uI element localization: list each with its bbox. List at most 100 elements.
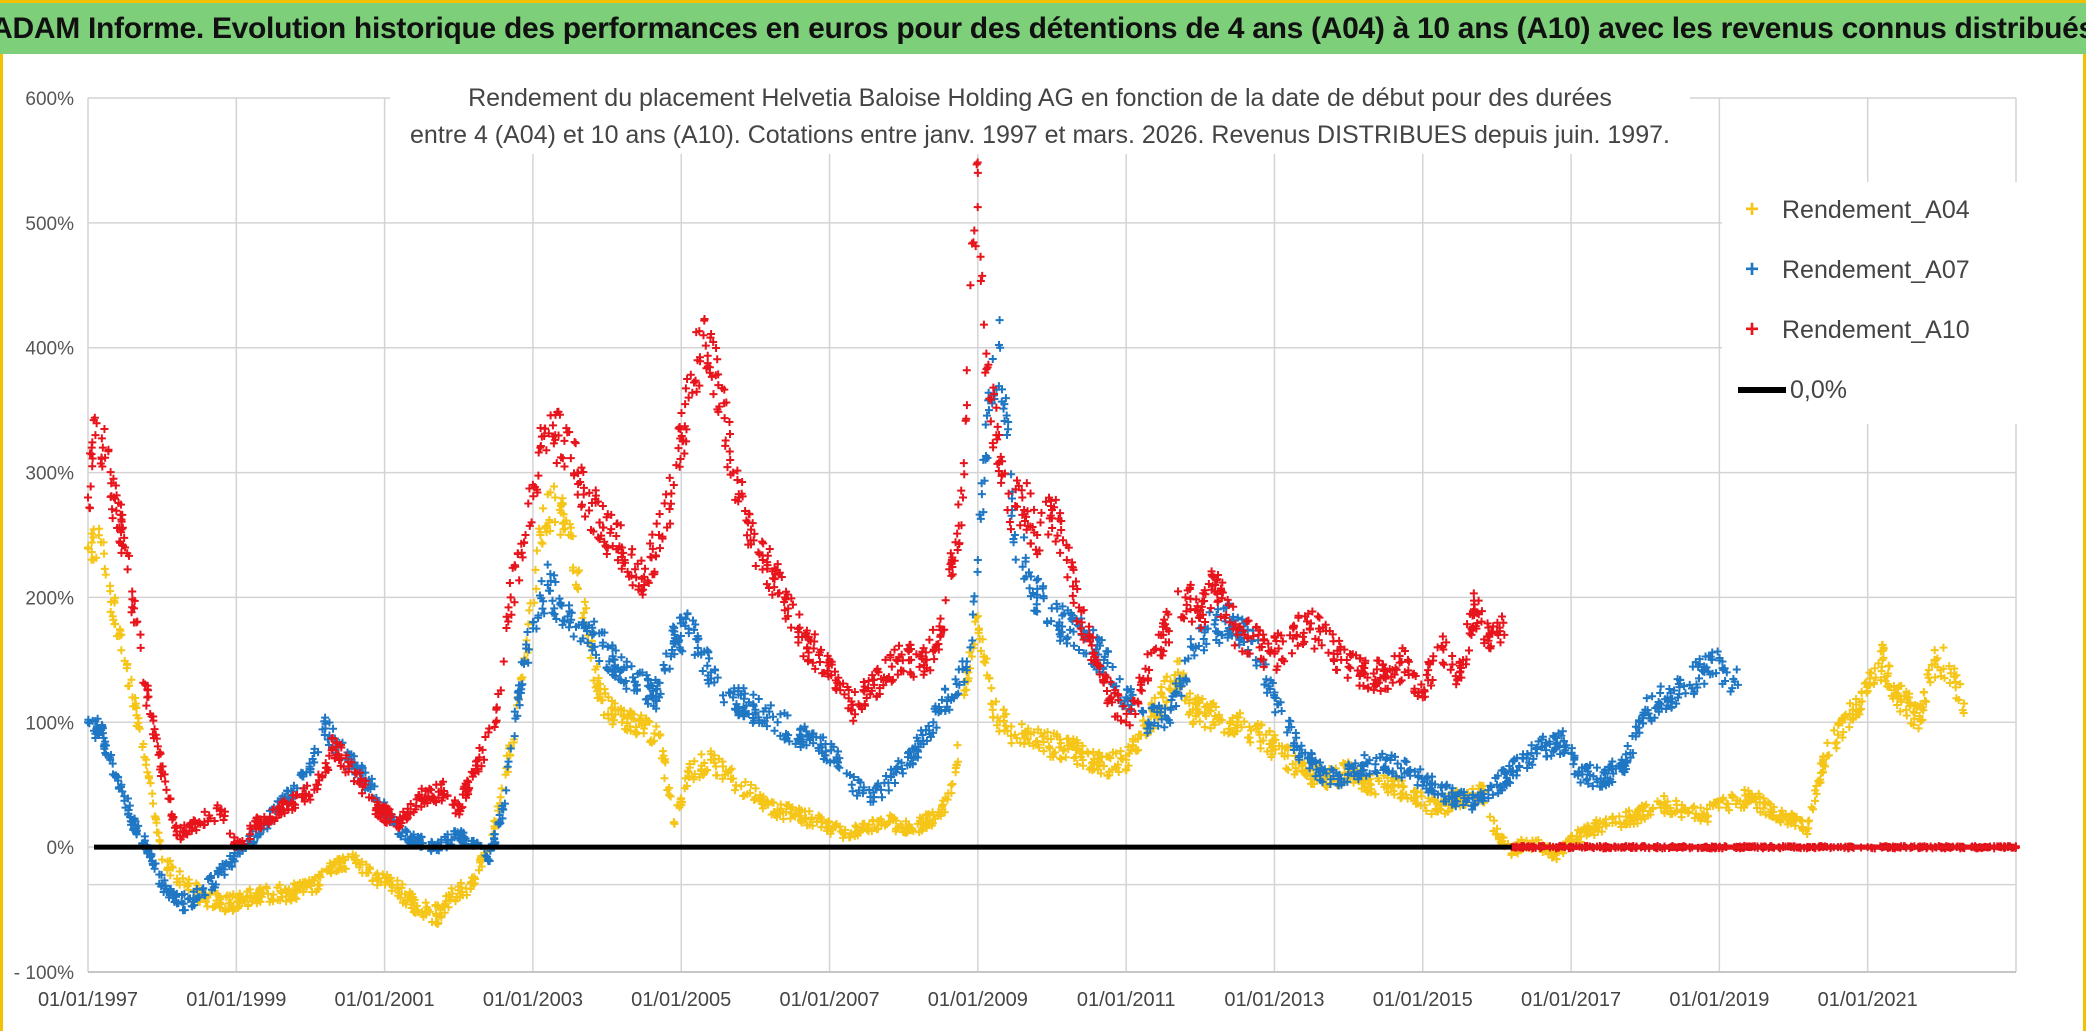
- data-point: [1945, 679, 1954, 688]
- data-point: [690, 770, 699, 779]
- data-point: [1924, 665, 1933, 674]
- data-point: [1823, 738, 1832, 747]
- data-point: [1507, 850, 1516, 859]
- data-point: [1397, 773, 1406, 782]
- data-point: [1400, 756, 1409, 765]
- data-point: [243, 887, 252, 896]
- data-point: [532, 584, 541, 593]
- x-tick-label: 01/01/2019: [1669, 989, 1769, 1011]
- data-point: [641, 564, 650, 573]
- data-point: [947, 781, 956, 790]
- data-point: [1700, 679, 1709, 688]
- data-point: [1413, 799, 1422, 808]
- data-point: [1633, 814, 1642, 823]
- data-point: [985, 674, 994, 683]
- data-point: [393, 876, 402, 885]
- data-point: [628, 581, 637, 590]
- data-point: [1308, 779, 1317, 788]
- data-point: [504, 603, 513, 612]
- data-point: [152, 828, 161, 837]
- data-point: [973, 555, 982, 564]
- data-point: [1186, 635, 1195, 644]
- data-point: [1386, 756, 1395, 765]
- data-point: [1075, 645, 1083, 654]
- data-point: [1056, 509, 1065, 518]
- data-point: [703, 351, 712, 360]
- x-tick-label: 01/01/2007: [779, 989, 879, 1011]
- data-point: [87, 538, 96, 547]
- data-point: [180, 906, 189, 915]
- data-point: [1188, 719, 1197, 728]
- data-point: [667, 489, 676, 498]
- data-point: [560, 462, 569, 471]
- data-point: [1220, 728, 1229, 737]
- data-point: [1680, 682, 1689, 691]
- data-point: [681, 384, 690, 393]
- data-point: [817, 823, 826, 832]
- data-point: [948, 779, 957, 788]
- data-point: [1913, 702, 1922, 711]
- data-point: [567, 608, 576, 617]
- data-point: [1224, 729, 1233, 738]
- data-point: [201, 891, 210, 900]
- data-point: [1660, 792, 1669, 801]
- data-point: [141, 760, 150, 769]
- data-point: [1087, 759, 1096, 768]
- data-point: [163, 857, 172, 866]
- data-point: [515, 576, 524, 585]
- data-point: [135, 724, 144, 733]
- data-point: [1039, 747, 1048, 756]
- data-point: [960, 470, 969, 479]
- data-point: [1656, 803, 1665, 812]
- data-point: [1103, 659, 1112, 668]
- data-point: [617, 653, 626, 662]
- data-point: [1832, 744, 1841, 753]
- data-point: [1215, 714, 1224, 723]
- data-point: [596, 685, 605, 694]
- data-point: [1018, 493, 1027, 502]
- data-point: [1470, 600, 1479, 609]
- data-point: [1879, 653, 1888, 662]
- data-point: [1256, 737, 1265, 746]
- data-point: [136, 643, 145, 652]
- data-point: [1538, 742, 1547, 751]
- data-point: [1170, 671, 1179, 680]
- x-tick-label: 01/01/2005: [631, 989, 731, 1011]
- data-point: [684, 629, 693, 638]
- data-point: [209, 903, 218, 912]
- data-point: [759, 539, 768, 548]
- data-point: [122, 664, 131, 673]
- data-point: [808, 821, 817, 830]
- data-point: [158, 855, 167, 864]
- data-point: [747, 780, 756, 789]
- data-point: [1064, 745, 1073, 754]
- data-point: [1020, 739, 1029, 748]
- data-point: [805, 807, 814, 816]
- data-point: [1026, 489, 1035, 498]
- data-point: [582, 604, 591, 613]
- data-point: [586, 653, 595, 662]
- data-point: [548, 596, 557, 605]
- data-point: [1448, 660, 1457, 669]
- data-point: [594, 674, 603, 683]
- data-point: [775, 589, 784, 598]
- data-point: [1283, 728, 1292, 737]
- data-point: [1240, 717, 1249, 726]
- data-point: [680, 784, 689, 793]
- data-point: [1116, 747, 1125, 756]
- data-point: [234, 896, 243, 905]
- data-point: [1550, 849, 1559, 858]
- data-point: [750, 795, 759, 804]
- x-tick-label: 01/01/2013: [1224, 989, 1324, 1011]
- data-point: [1599, 768, 1608, 777]
- data-point: [565, 623, 574, 632]
- data-point: [1021, 557, 1030, 566]
- data-point: [1102, 687, 1111, 696]
- data-point: [1930, 646, 1939, 655]
- data-point: [1776, 818, 1785, 827]
- data-point: [962, 366, 971, 375]
- data-point: [1840, 712, 1849, 721]
- data-point: [1398, 782, 1407, 791]
- data-point: [1044, 530, 1053, 539]
